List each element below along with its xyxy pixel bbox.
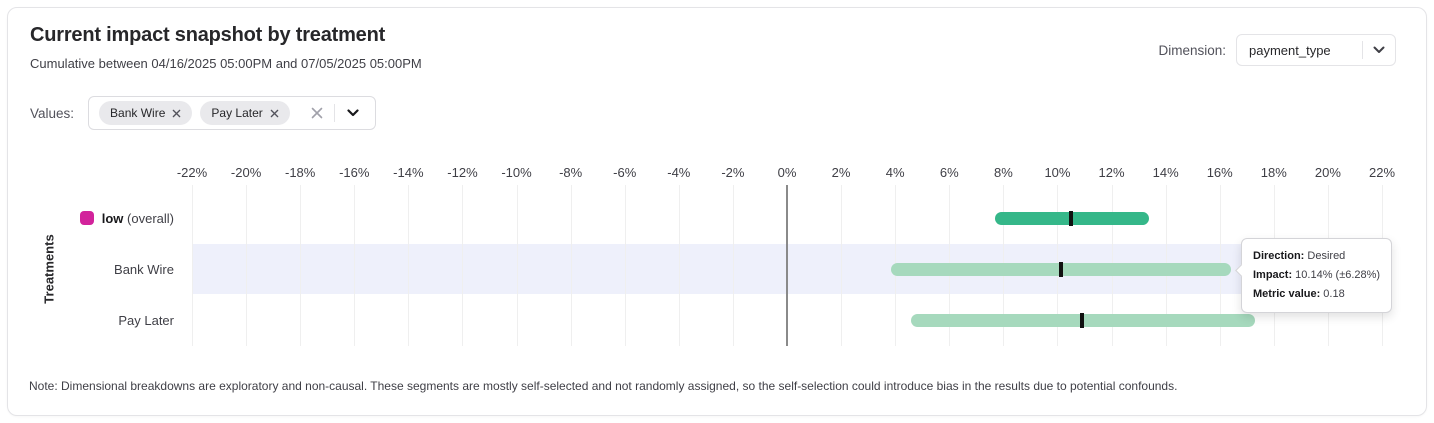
chevron-down-icon[interactable] bbox=[339, 109, 367, 117]
page-title: Current impact snapshot by treatment bbox=[30, 24, 386, 46]
dimension-select[interactable]: payment_type bbox=[1236, 34, 1396, 66]
tooltip-row: Direction: Desired bbox=[1253, 247, 1380, 266]
row-labels: low (overall) Bank Wire Pay Later bbox=[8, 191, 174, 346]
chevron-down-icon[interactable] bbox=[1363, 46, 1395, 54]
row-label: Pay Later bbox=[8, 295, 174, 345]
axis-tick-label: 10% bbox=[1044, 165, 1071, 180]
axis-tick-label: 6% bbox=[939, 165, 959, 180]
row-label-text: low (overall) bbox=[102, 211, 174, 226]
filter-chip-pay-later[interactable]: Pay Later bbox=[200, 101, 290, 125]
axis-tick-label: -22% bbox=[176, 165, 208, 180]
zero-axis-line bbox=[786, 185, 788, 346]
filter-chip-bank-wire[interactable]: Bank Wire bbox=[99, 101, 193, 125]
chip-label: Pay Later bbox=[211, 106, 263, 120]
chip-remove-icon[interactable] bbox=[172, 109, 181, 118]
gridline bbox=[246, 185, 248, 346]
plot-area bbox=[192, 185, 1383, 346]
chip-label: Bank Wire bbox=[110, 106, 166, 120]
row-label-bold: low bbox=[101, 210, 124, 226]
dimension-label: Dimension: bbox=[1158, 42, 1226, 58]
tooltip-row-label: Metric value: bbox=[1253, 287, 1321, 300]
dimension-selected-value: payment_type bbox=[1249, 42, 1331, 58]
axis-tick-label: 18% bbox=[1260, 165, 1287, 180]
values-multiselect[interactable]: Bank Wire Pay Later bbox=[88, 96, 376, 130]
gridline bbox=[732, 185, 734, 346]
divider bbox=[333, 104, 335, 122]
gridline bbox=[300, 185, 302, 346]
impact-center-marker bbox=[1059, 261, 1064, 277]
tooltip-row-value: 0.18 bbox=[1320, 287, 1345, 300]
legend-swatch bbox=[79, 211, 94, 225]
row-label-text: Bank Wire bbox=[114, 261, 174, 277]
axis-tick-label: 14% bbox=[1152, 165, 1179, 180]
axis-tick-label: -10% bbox=[501, 165, 532, 180]
gridline bbox=[516, 185, 518, 346]
axis-tick-label: 0% bbox=[777, 165, 797, 180]
axis-tick-label: -12% bbox=[447, 165, 478, 180]
impact-center-marker bbox=[1079, 312, 1084, 328]
gridline bbox=[354, 185, 356, 346]
axis-tick-label: 12% bbox=[1098, 165, 1125, 180]
axis-tick-label: 8% bbox=[993, 165, 1013, 180]
gridline bbox=[678, 185, 680, 346]
tooltip-row-label: Impact: bbox=[1253, 268, 1293, 281]
gridline bbox=[408, 185, 410, 346]
date-range-subtitle: Cumulative between 04/16/2025 05:00PM an… bbox=[30, 56, 422, 71]
chip-remove-icon[interactable] bbox=[270, 109, 279, 118]
axis-tick-label: 16% bbox=[1206, 165, 1233, 180]
axis-tick-label: 22% bbox=[1368, 165, 1396, 180]
gridline bbox=[570, 185, 572, 346]
axis-tick-label: 2% bbox=[831, 165, 851, 180]
axis-tick-label: -16% bbox=[339, 165, 370, 180]
row-label: Bank Wire bbox=[8, 244, 174, 294]
values-label: Values: bbox=[30, 105, 75, 121]
chips-container: Bank Wire Pay Later bbox=[99, 101, 298, 125]
row-label: low (overall) bbox=[8, 193, 174, 243]
tooltip-row: Metric value: 0.18 bbox=[1253, 285, 1380, 304]
divider bbox=[1362, 41, 1363, 59]
impact-center-marker bbox=[1068, 210, 1073, 226]
row-label-text: Pay Later bbox=[118, 312, 174, 328]
dimension-control: Dimension: payment_type bbox=[1158, 34, 1396, 66]
gridline bbox=[462, 185, 464, 346]
tooltip-body: Direction: Desired Impact: 10.14% (±6.28%… bbox=[1253, 247, 1380, 304]
axis-tick-label: -4% bbox=[667, 165, 691, 180]
axis-tick-label: -6% bbox=[613, 165, 637, 180]
tooltip-row-label: Direction: bbox=[1253, 250, 1305, 262]
tooltip: Direction: Desired Impact: 10.14% (±6.28%… bbox=[1235, 238, 1393, 313]
values-filter: Values: Bank Wire Pay Later bbox=[30, 96, 376, 130]
row-label-suffix: (overall) bbox=[123, 210, 174, 226]
axis-tick-label: -20% bbox=[230, 165, 262, 180]
axis-tick-label: -2% bbox=[721, 165, 745, 180]
axis-tick-label: 4% bbox=[885, 165, 905, 180]
x-axis: -22% -20% -18% -16% -14% -12% -10% -8% -6% -4% -2%… bbox=[177, 165, 1395, 183]
clear-all-icon[interactable] bbox=[310, 106, 324, 120]
tooltip-row-value: Desired bbox=[1304, 250, 1346, 262]
gridline bbox=[841, 185, 843, 346]
axis-tick-label: -14% bbox=[393, 165, 424, 180]
tooltip-row: Impact: 10.14% (±6.28%) bbox=[1253, 266, 1380, 285]
axis-tick-label: 20% bbox=[1314, 165, 1341, 180]
footnote: Note: Dimensional breakdowns are explora… bbox=[29, 379, 1178, 393]
gridline bbox=[624, 185, 626, 346]
tooltip-row-value: 10.14% (±6.28%) bbox=[1292, 268, 1381, 281]
axis-tick-label: -18% bbox=[284, 165, 316, 180]
gridline bbox=[192, 185, 193, 346]
impact-snapshot-card: Current impact snapshot by treatment Cum… bbox=[7, 7, 1427, 416]
axis-tick-label: -8% bbox=[559, 165, 583, 180]
